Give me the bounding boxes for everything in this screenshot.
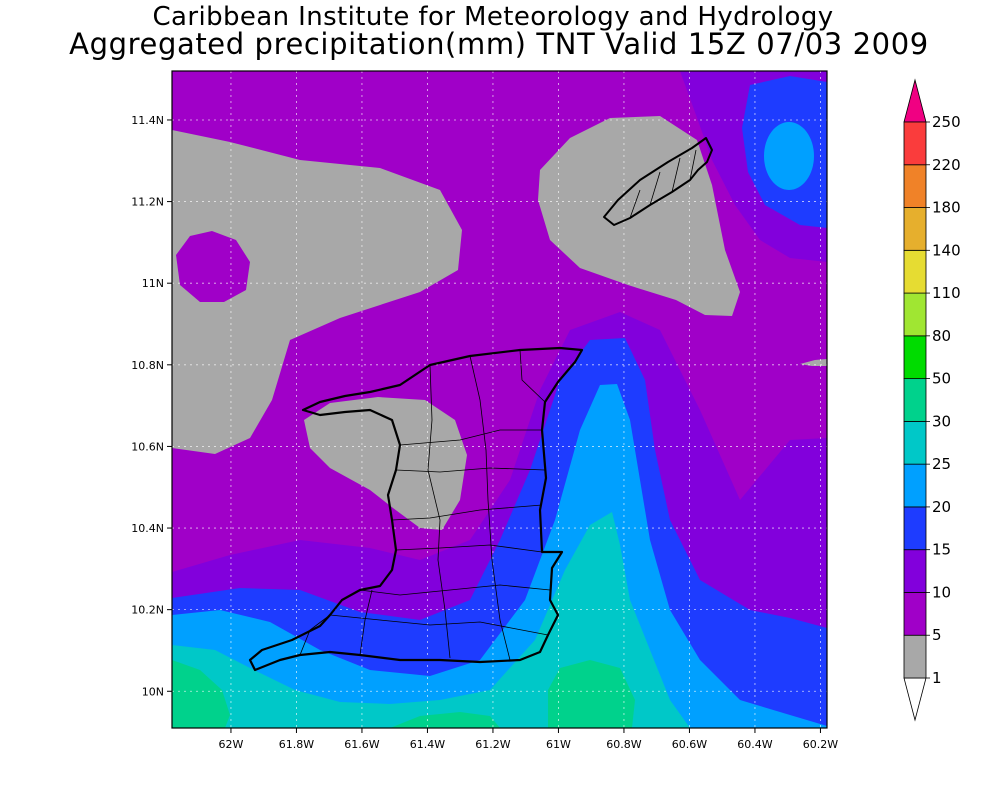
y-tick-label: 10N: [142, 685, 164, 698]
map-title-line-2: Aggregated precipitation(mm) TNT Valid 1…: [69, 27, 929, 61]
colorbar-segment: [903, 207, 927, 251]
coastline-trinidad: [248, 346, 584, 672]
colorbar-label: 1: [932, 669, 942, 687]
field-purple-hole-west: [176, 231, 250, 302]
colorbar-label: 80: [932, 327, 951, 345]
colorbar-segment: [903, 335, 927, 380]
y-tick-label: 10.4N: [131, 522, 164, 535]
colorbar-label: 20: [932, 498, 951, 516]
y-tick-label: 11.2N: [131, 196, 164, 209]
x-tick-label: 61.2W: [475, 738, 510, 751]
x-tick-label: 61.8W: [279, 738, 314, 751]
colorbar-label: 25: [932, 455, 951, 473]
x-tick-label: 60.2W: [803, 738, 838, 751]
colorbar-segment: [903, 249, 927, 294]
field-green-patch-south: [548, 660, 635, 728]
colorbar-label: 220: [932, 156, 961, 174]
colorbar-segment: [903, 549, 927, 593]
colorbar-label: 180: [932, 199, 961, 217]
x-tick-label: 61.6W: [344, 738, 379, 751]
colorbar-segment: [903, 378, 927, 422]
colorbar-bottom-triangle: [903, 677, 927, 722]
colorbar-segment: [903, 292, 927, 337]
field-green-patch-west: [172, 660, 230, 728]
x-tick-label: 60.8W: [606, 738, 641, 751]
colorbar-label: 50: [932, 370, 951, 388]
colorbar-label: 15: [932, 541, 951, 559]
x-tick-label: 62W: [219, 738, 244, 751]
colorbar-label: 10: [932, 583, 951, 601]
colorbar-segment: [903, 506, 927, 551]
colorbar-label: 110: [932, 284, 961, 302]
field-ne-lightblue: [764, 122, 814, 190]
latitude-axis: 10N 10.2N 10.4N 10.6N 10.8N 11N 11.2N 11.4N: [131, 114, 172, 698]
field-grey-central: [304, 397, 467, 530]
colorbar-segment: [903, 592, 927, 636]
colorbar-segment: [903, 463, 927, 508]
colorbar-label: 30: [932, 412, 951, 430]
map-title-line-1: Caribbean Institute for Meteorology and …: [152, 2, 834, 32]
x-tick-label: 60.6W: [672, 738, 707, 751]
colorbar-segment: [903, 634, 927, 679]
map-grid-lines: [172, 71, 827, 728]
coastline-tobago: [603, 137, 713, 226]
colorbar-segment: [903, 164, 927, 208]
x-tick-label: 61.4W: [410, 738, 445, 751]
field-green-patch-low: [390, 712, 500, 728]
colorbar-segment: [903, 420, 927, 465]
y-tick-label: 10.2N: [131, 604, 164, 617]
field-grey-tobago: [538, 116, 740, 316]
y-tick-label: 10.8N: [131, 359, 164, 372]
longitude-axis: 62W 61.8W 61.6W 61.4W 61.2W 61W 60.8W 60.6W 60.4…: [219, 728, 838, 751]
colorbar-label: 5: [932, 626, 942, 644]
field-light-blue-region: [172, 384, 827, 728]
x-tick-label: 61W: [546, 738, 571, 751]
colorbar-top-triangle: [903, 78, 927, 123]
y-tick-label: 11.4N: [131, 114, 164, 127]
colorbar-segment: [903, 121, 927, 166]
y-tick-label: 11N: [142, 277, 164, 290]
map-plot-area: [172, 71, 827, 728]
y-tick-label: 10.6N: [131, 440, 164, 453]
admin-lines-tobago: [629, 149, 697, 219]
field-grey-west: [172, 130, 462, 454]
admin-lines-trinidad: [299, 349, 551, 661]
colorbar-label: 250: [932, 113, 961, 131]
colorbar-label: 140: [932, 241, 961, 259]
map-frame: [171, 70, 828, 729]
x-tick-label: 60.4W: [737, 738, 772, 751]
